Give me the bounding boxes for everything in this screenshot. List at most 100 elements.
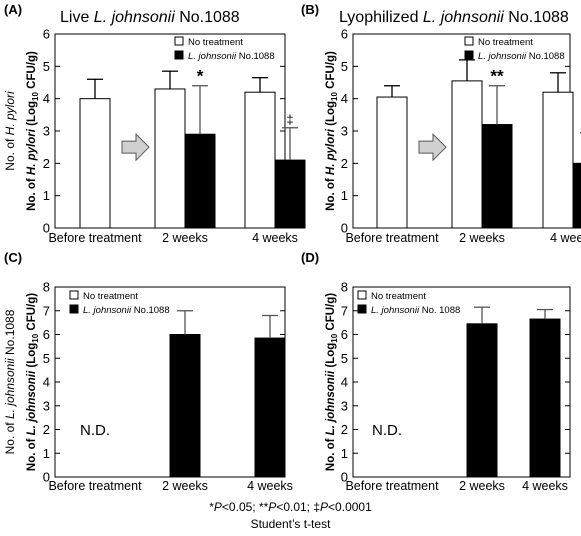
panel-b-category-label: Before treatment	[345, 231, 439, 245]
panel-c-label: (C)	[4, 250, 22, 265]
panel-a-y-tick-label: 4	[43, 91, 50, 106]
panel-b-legend-swatch	[464, 50, 474, 60]
footnote-segment: *	[209, 500, 214, 514]
panel-a-significance-marker: ‡	[286, 112, 293, 127]
panel-d-y-tick-label: 7	[341, 303, 348, 318]
panel-c-y-tick-label: 1	[43, 446, 50, 461]
panel-d-y-tick-label: 6	[341, 327, 348, 342]
panel-d-ylabel-text: No. of L. johnsonii (Log10 CFU/g)	[325, 293, 339, 471]
panel-c-legend-text: No treatment	[83, 291, 138, 302]
panel-c-ylabel: No. of L. johnsonii (Log10 CFU/g)	[26, 293, 40, 471]
panel-d-bar	[529, 318, 561, 478]
panel-d-bar	[466, 323, 498, 478]
panel-d-legend-swatch	[357, 304, 367, 314]
panel-a-y-tick-label: 2	[43, 156, 50, 171]
panel-c-y-tick-label: 2	[43, 422, 50, 437]
panel-a-ylabel-plain-text: No. of H. pylori	[3, 91, 17, 171]
footnote-segment: P	[213, 500, 222, 514]
panel-b-bar	[451, 80, 483, 229]
panel-d-y-tick-label: 8	[341, 280, 348, 295]
panel-b-legend-text: No treatment	[478, 37, 533, 48]
panel-c-ylabel-plain: No. of L. johnsonii No.1088	[3, 309, 17, 454]
panel-a-bar	[79, 98, 111, 229]
panel-a-y-tick-label: 3	[43, 124, 50, 139]
panel-b-label: (B)	[301, 2, 319, 17]
panel-d-legend-swatch	[357, 290, 367, 300]
panel-a-category-label: Before treatment	[48, 231, 142, 245]
panel-b-category-label: 2 weeks	[459, 231, 505, 245]
panel-a-category-label: 4 weeks	[252, 231, 298, 245]
footnote-segment: P	[268, 500, 277, 514]
panel-a-y-tick-label: 0	[43, 221, 50, 236]
panel-b-title: Lyophilized L. johnsonii No.1088	[339, 9, 569, 26]
panel-a-y-tick-label: 1	[43, 188, 50, 203]
panel-b-y-tick-label: 6	[341, 27, 348, 42]
panel-a-arrow-shape	[121, 132, 150, 162]
panel-c-legend-text: L. johnsonii No.1088	[83, 305, 170, 316]
panel-d-category-label: 4 weeks	[522, 479, 568, 493]
panel-b-category-label: 4 weeks	[550, 231, 581, 245]
panel-b-y-tick-label: 2	[341, 156, 348, 171]
panel-d-label: (D)	[301, 250, 319, 265]
panel-c-legend-swatch	[69, 290, 79, 300]
panel-b-legend-text: L. johnsonii No.1088	[478, 51, 565, 62]
panel-b-y-tick-label: 5	[341, 59, 348, 74]
panel-d-nd-label: N.D.	[372, 422, 402, 439]
panel-a-bar	[274, 159, 306, 229]
panel-a-ylabel: No. of H. pylori (Log10 CFU/g)	[26, 51, 40, 211]
panel-b-bar	[572, 162, 581, 229]
panel-c-category-label: 4 weeks	[247, 479, 293, 493]
panel-b-y-tick-label: 3	[341, 124, 348, 139]
panel-c-nd-label: N.D.	[80, 422, 110, 439]
panel-d-y-tick-label: 3	[341, 398, 348, 413]
panel-a-bar	[184, 133, 216, 229]
panel-d-y-tick-label: 2	[341, 422, 348, 437]
panel-c-y-tick-label: 3	[43, 398, 50, 413]
panel-d-y-tick-label: 0	[341, 470, 348, 485]
footnote-segment: P	[320, 500, 329, 514]
panel-b-y-tick-label: 1	[341, 188, 348, 203]
panel-a-y-tick-label: 6	[43, 27, 50, 42]
panel-b-bar	[376, 96, 408, 229]
panel-b-y-tick-label: 0	[341, 221, 348, 236]
panel-c-y-tick-label: 7	[43, 303, 50, 318]
panel-c-ylabel-plain-text: No. of L. johnsonii No.1088	[3, 309, 17, 454]
panel-d-y-tick-label: 4	[341, 375, 348, 390]
panel-a-title: Live L. johnsonii No.1088	[60, 9, 240, 26]
panel-a-arrow	[121, 132, 150, 162]
panel-b-significance-marker: **	[490, 67, 504, 86]
panel-c-y-tick-label: 0	[43, 470, 50, 485]
panel-a-category-label: 2 weeks	[162, 231, 208, 245]
panel-a-significance-marker: *	[197, 67, 204, 86]
panel-c-legend-swatch	[69, 304, 79, 314]
panel-b-arrow-shape	[418, 132, 447, 162]
panel-d-y-tick-label: 1	[341, 446, 348, 461]
panel-c-category-label: Before treatment	[48, 479, 142, 493]
panel-a-legend-swatch	[174, 36, 184, 46]
panel-c-y-tick-label: 5	[43, 351, 50, 366]
panel-d-legend-text: No treatment	[371, 291, 426, 302]
panel-c-y-tick-label: 8	[43, 280, 50, 295]
panel-a-legend-swatch	[174, 50, 184, 60]
panel-a-ylabel-text: No. of H. pylori (Log10 CFU/g)	[26, 51, 40, 211]
panel-a-y-tick-label: 5	[43, 59, 50, 74]
panel-b-bar	[481, 124, 513, 229]
panel-d-y-tick-label: 5	[341, 351, 348, 366]
panel-d-legend-text: L. johnsonii No. 1088	[371, 305, 460, 316]
panel-b-ylabel-text: No. of H. pylori (Log10 CFU/g)	[325, 51, 339, 211]
panel-d-category-label: 2 weeks	[459, 479, 505, 493]
panel-a-bar	[244, 91, 276, 229]
panel-c-bar	[254, 337, 286, 478]
significance-footnote: *P<0.05; **P<0.01; ‡P<0.0001	[0, 500, 581, 514]
panel-b-y-tick-label: 4	[341, 91, 348, 106]
panel-b-ylabel: No. of H. pylori (Log10 CFU/g)	[325, 51, 339, 211]
panel-d-category-label: Before treatment	[345, 479, 439, 493]
panel-b-arrow	[418, 132, 447, 162]
panel-d-ylabel: No. of L. johnsonii (Log10 CFU/g)	[325, 293, 339, 471]
panel-a-legend-text: L. johnsonii No.1088	[188, 51, 275, 62]
footnote-segment: <0.05; **	[221, 500, 269, 514]
footnote-segment: <0.0001	[328, 500, 372, 514]
panel-c-category-label: 2 weeks	[162, 479, 208, 493]
footnote-segment: <0.01; ‡	[276, 500, 321, 514]
